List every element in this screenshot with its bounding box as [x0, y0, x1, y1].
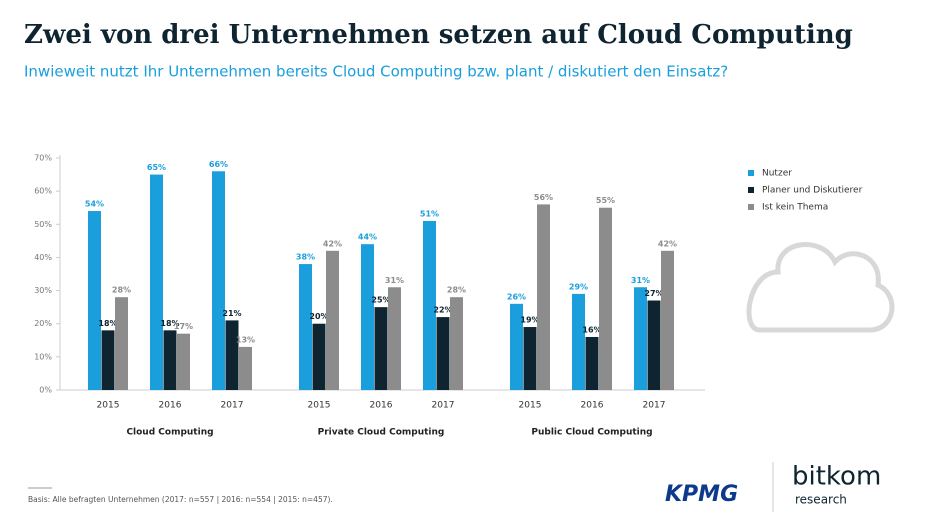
y-tick-label: 0% [39, 386, 52, 395]
y-tick-label: 40% [34, 253, 52, 262]
value-label: 44% [358, 233, 377, 242]
x-tick-label: 2017 [432, 401, 455, 411]
value-label: 42% [658, 239, 677, 248]
bar [436, 317, 450, 390]
bar [212, 171, 225, 390]
bar [150, 174, 163, 390]
value-label: 31% [385, 276, 404, 285]
bar [585, 336, 599, 390]
group-label: Private Cloud Computing [318, 428, 445, 438]
legend-label: Nutzer [762, 169, 792, 179]
value-label: 56% [534, 193, 553, 202]
x-tick-label: 2016 [159, 401, 182, 411]
legend-swatch [748, 187, 754, 193]
bitkom-logo: bitkom [792, 462, 881, 492]
footnote: Basis: Alle befragten Unternehmen (2017:… [28, 495, 333, 504]
bar [225, 320, 239, 390]
bar [523, 327, 537, 390]
bar [163, 330, 177, 390]
y-tick-label: 20% [34, 319, 52, 328]
x-tick-label: 2015 [519, 401, 542, 411]
group-label: Cloud Computing [126, 428, 213, 438]
x-tick-label: 2016 [581, 401, 604, 411]
value-label: 20% [309, 312, 328, 321]
legend-swatch [748, 170, 754, 176]
x-tick-label: 2016 [370, 401, 393, 411]
value-label: 31% [631, 276, 650, 285]
y-tick-label: 70% [34, 154, 52, 163]
bar [361, 244, 374, 390]
legend-label: Planer und Diskutierer [762, 186, 863, 196]
bar [326, 250, 339, 390]
value-label: 55% [596, 196, 615, 205]
y-tick-label: 30% [34, 286, 52, 295]
x-tick-label: 2017 [643, 401, 666, 411]
value-label: 25% [371, 296, 390, 305]
value-label: 51% [420, 209, 439, 218]
research-label: research [795, 493, 847, 507]
chart-subtitle: Inwieweit nutzt Ihr Unternehmen bereits … [24, 63, 728, 81]
bar [374, 307, 388, 390]
bar [312, 323, 326, 390]
bar [239, 346, 252, 390]
bar [647, 300, 661, 390]
bar [388, 287, 401, 390]
value-label: 38% [296, 253, 315, 262]
value-label: 29% [569, 282, 588, 291]
kpmg-logo: KPMG [665, 482, 738, 507]
group-label: Public Cloud Computing [531, 428, 652, 438]
bar [299, 264, 312, 390]
x-tick-label: 2015 [308, 401, 331, 411]
bar [510, 303, 523, 390]
y-tick-label: 60% [34, 187, 52, 196]
bar [599, 207, 612, 390]
value-label: 17% [174, 322, 193, 331]
value-label: 21% [222, 309, 241, 318]
value-label: 27% [644, 289, 663, 298]
y-tick-label: 10% [34, 352, 52, 361]
value-label: 42% [323, 239, 342, 248]
x-tick-label: 2017 [221, 401, 244, 411]
value-label: 22% [433, 306, 452, 315]
bar [634, 287, 647, 390]
legend-label: Ist kein Thema [762, 203, 828, 213]
bar [177, 333, 190, 390]
bar [88, 211, 101, 390]
value-label: 54% [85, 200, 104, 209]
legend-swatch [748, 204, 754, 210]
bar [115, 297, 128, 390]
value-label: 18% [98, 319, 117, 328]
value-label: 28% [112, 286, 131, 295]
value-label: 16% [582, 325, 601, 334]
value-label: 18% [160, 319, 179, 328]
bar [661, 250, 674, 390]
y-tick-label: 50% [34, 220, 52, 229]
bar [537, 204, 550, 390]
value-label: 26% [507, 292, 526, 301]
value-label: 65% [147, 163, 166, 172]
bar [450, 297, 463, 390]
bar [101, 330, 115, 390]
bar [423, 220, 436, 390]
bar [572, 293, 585, 390]
cloud-icon [746, 242, 895, 333]
chart-title: Zwei von drei Unternehmen setzen auf Clo… [24, 20, 853, 50]
value-label: 66% [209, 160, 228, 169]
value-label: 13% [236, 335, 255, 344]
value-label: 28% [447, 286, 466, 295]
x-tick-label: 2015 [97, 401, 120, 411]
value-label: 19% [520, 316, 539, 325]
